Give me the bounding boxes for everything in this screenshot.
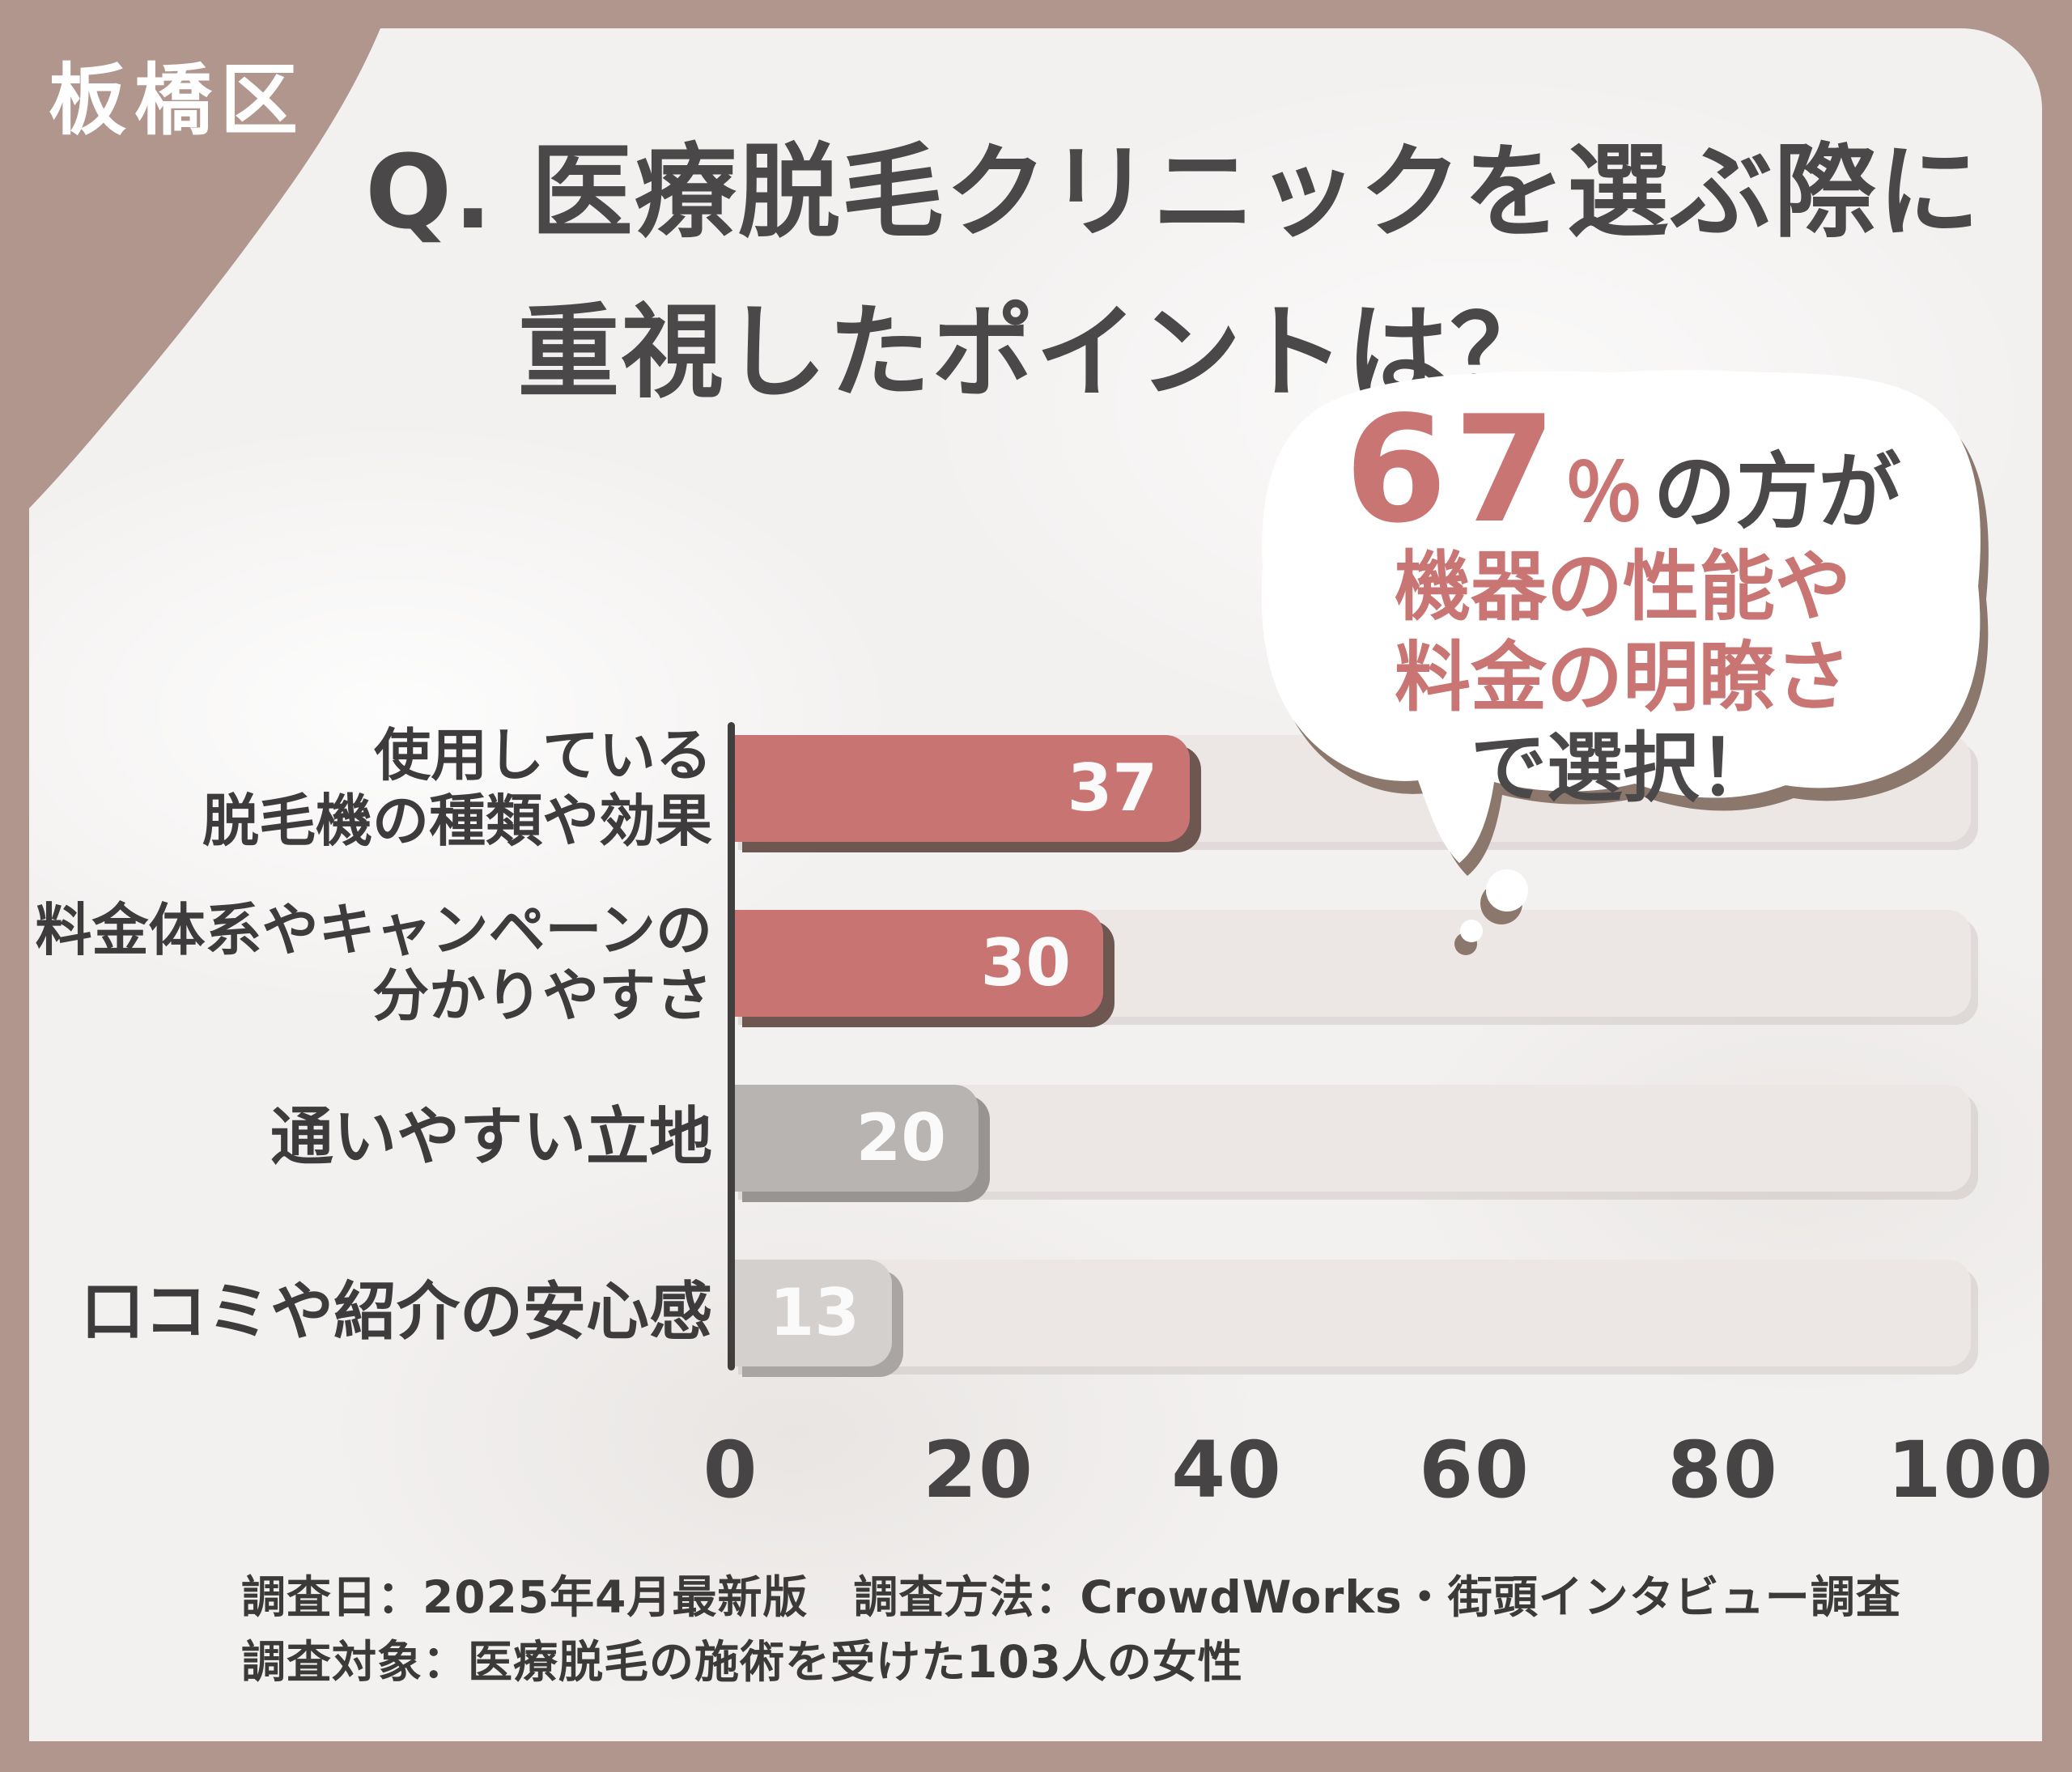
callout-line-3: 料金の明瞭さ: [1394, 634, 1851, 722]
callout-stat-percent: ％: [1564, 448, 1644, 540]
chart-row-2: 料金体系やキャンペーンの 分かりやすさ 30: [0, 897, 2072, 1029]
chart-row-3: 通いやすい立地 20: [0, 1085, 2072, 1192]
category-label-1-line1: 使用している: [374, 721, 712, 788]
survey-note-line2: 調査対象：医療脱毛の施術を受けた103人の女性: [241, 1635, 1243, 1688]
bar-4: 13: [731, 1260, 892, 1366]
survey-note-line1: 調査日：2025年4月最新版 調査方法：CrowdWorks・街頭インタビュー調…: [241, 1571, 1901, 1623]
callout-stat-suffix: の方が: [1653, 444, 1901, 541]
bar-4-value: 13: [769, 1275, 860, 1350]
category-label-4-line1: 口コミや紹介の安心感: [80, 1276, 712, 1349]
survey-note: 調査日：2025年4月最新版 調査方法：CrowdWorks・街頭インタビュー調…: [241, 1566, 1901, 1695]
bar-1: 37: [731, 735, 1190, 842]
bar-track-4: [731, 1260, 1971, 1366]
x-tick-0: 0: [703, 1425, 759, 1515]
page-title-line1: Q. 医療脱毛クリニックを選ぶ際に: [365, 133, 1981, 252]
page-title: Q. 医療脱毛クリニックを選ぶ際に 重視したポイントは？: [29, 110, 2042, 418]
chart-row-4: 口コミや紹介の安心感 13: [0, 1260, 2072, 1366]
callout-stat-number: 67: [1344, 384, 1563, 555]
category-label-1-line2: 脱毛機の種類や効果: [202, 788, 712, 854]
x-tick-100: 100: [1887, 1425, 2055, 1515]
category-label-3: 通いやすい立地: [270, 1103, 712, 1173]
x-tick-60: 60: [1419, 1425, 1531, 1515]
bar-2: 30: [731, 910, 1103, 1017]
y-axis-line: [728, 722, 735, 1370]
area-badge: 板橋区: [49, 55, 306, 146]
x-tick-80: 80: [1667, 1425, 1779, 1515]
bar-1-value: 37: [1067, 750, 1157, 826]
category-label-3-line1: 通いやすい立地: [270, 1101, 712, 1175]
bar-3-value: 20: [856, 1100, 946, 1175]
bar-2-value: 30: [980, 925, 1071, 1001]
x-tick-40: 40: [1171, 1425, 1283, 1515]
x-tick-20: 20: [923, 1425, 1034, 1515]
category-label-2: 料金体系やキャンペーンの 分かりやすさ: [35, 896, 713, 1029]
callout-line-4: で選択！: [1470, 725, 1775, 813]
category-label-1: 使用している 脱毛機の種類や効果: [202, 721, 712, 854]
category-label-2-line1: 料金体系やキャンペーンの: [35, 896, 713, 963]
callout-stat-row: 67 ％ の方が: [1267, 384, 1979, 555]
callout-line-2: 機器の性能や: [1394, 543, 1851, 631]
category-label-4: 口コミや紹介の安心感: [80, 1276, 712, 1349]
callout-bubble: 67 ％ の方が 機器の性能や 料金の明瞭さ で選択！: [1267, 384, 1979, 814]
category-label-2-line2: 分かりやすさ: [372, 962, 712, 1029]
bar-3: 20: [731, 1085, 979, 1192]
